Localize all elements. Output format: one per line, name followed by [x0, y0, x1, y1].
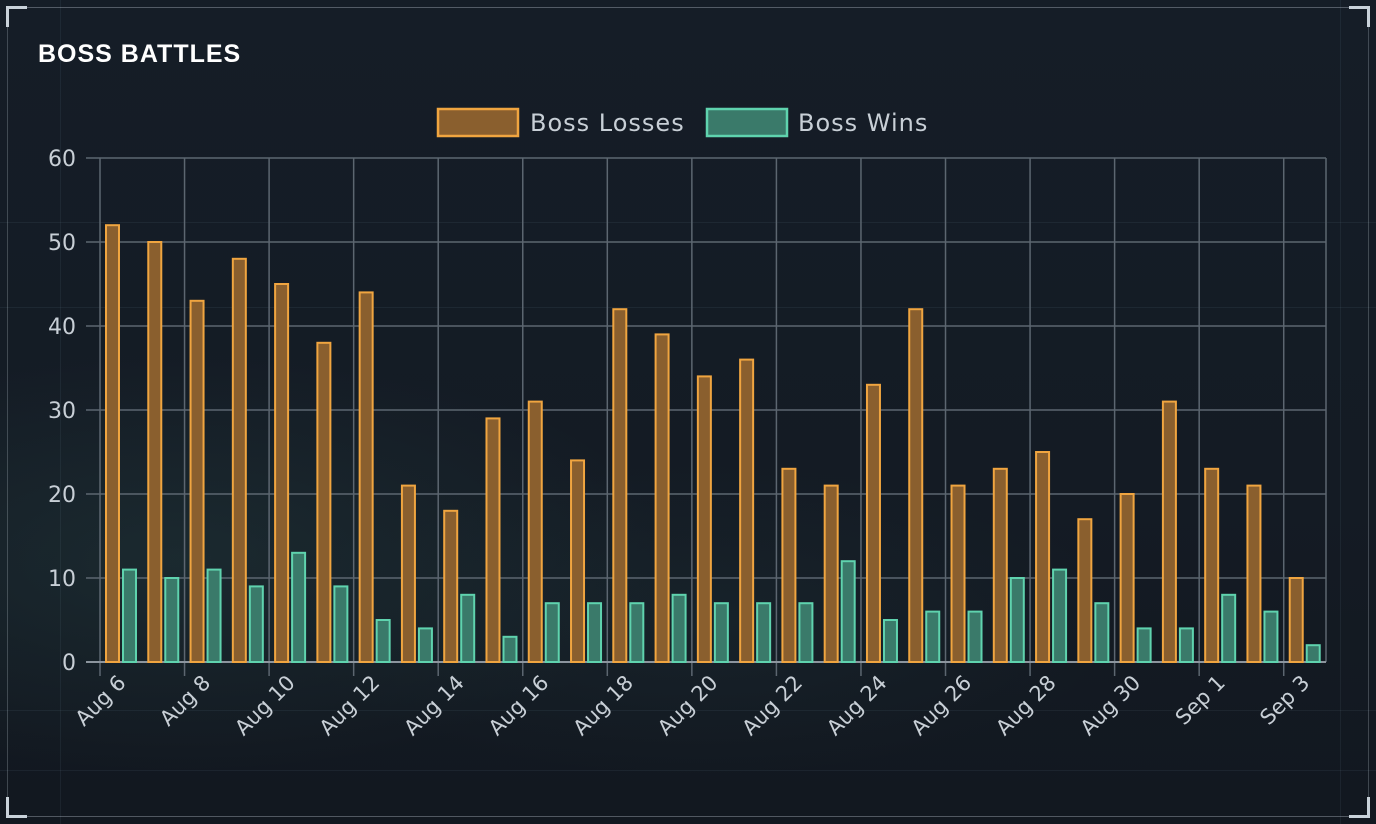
loss-bar [654, 333, 670, 663]
loss-bar [400, 484, 416, 663]
corner-bracket-bottom-right [1349, 797, 1370, 818]
loss-bar [485, 417, 501, 663]
win-bar [460, 593, 476, 663]
frame-left-edge [7, 26, 8, 798]
loss-bar [950, 484, 966, 663]
x-axis-ticks: Aug 6 Aug 8 Aug 10 Aug 12 Aug 14 Aug 16 Aug 18… [71, 671, 1315, 741]
win-bar [502, 635, 518, 663]
x-tick-label: Aug 20 [653, 671, 723, 741]
win-bar [1178, 627, 1194, 664]
x-tick-label: Aug 22 [738, 671, 808, 741]
legend: Boss Losses Boss Wins [436, 107, 928, 138]
legend-swatch [705, 107, 789, 138]
loss-bar [739, 358, 755, 663]
loss-bar [865, 383, 881, 663]
y-tick-label: 60 [48, 147, 76, 172]
loss-bar [443, 509, 459, 663]
y-axis-ticks: 0 10 20 30 40 50 60 [48, 147, 76, 676]
win-bar [164, 577, 180, 663]
x-tick-label: Aug 26 [907, 671, 977, 741]
loss-bar [189, 299, 205, 663]
win-bar [333, 585, 349, 664]
win-bar [629, 602, 645, 664]
win-bar [291, 551, 307, 663]
x-tick-label: Aug 14 [399, 671, 469, 741]
loss-bar [781, 467, 797, 663]
loss-bar [1119, 493, 1135, 663]
win-bar [756, 602, 772, 664]
win-bar [1305, 644, 1321, 664]
bars [105, 224, 1321, 664]
loss-bar [823, 484, 839, 663]
y-tick-label: 30 [48, 399, 76, 424]
x-tick-label: Aug 6 [71, 671, 131, 731]
x-tick-label: Sep 3 [1255, 671, 1314, 730]
y-tick-label: 0 [62, 651, 76, 676]
win-bar [1263, 610, 1279, 663]
y-tick-label: 10 [48, 567, 76, 592]
x-tick-label: Aug 10 [230, 671, 300, 741]
loss-bar [105, 224, 120, 663]
legend-label: Boss Wins [798, 109, 928, 137]
loss-bar [612, 308, 628, 663]
x-tick-label: Aug 24 [822, 671, 892, 741]
win-bar [967, 610, 983, 663]
x-tick-label: Aug 12 [315, 671, 385, 741]
win-bar [375, 619, 391, 663]
win-bar [1052, 568, 1068, 663]
x-tick-label: Aug 16 [484, 671, 554, 741]
loss-bar [1288, 577, 1304, 663]
win-bar [671, 593, 687, 663]
win-bar [1009, 577, 1025, 663]
win-bar [587, 602, 603, 664]
win-bar [798, 602, 814, 664]
win-bar [206, 568, 222, 663]
win-bar [248, 585, 264, 664]
win-bar [1094, 602, 1110, 664]
loss-bar [231, 257, 247, 663]
loss-bar [1035, 451, 1051, 663]
loss-bar [316, 341, 332, 663]
loss-bar [147, 241, 163, 663]
x-tick-label: Sep 1 [1171, 671, 1230, 730]
win-bar [417, 627, 433, 664]
legend-label: Boss Losses [530, 109, 685, 137]
x-tick-label: Aug 8 [155, 671, 215, 731]
loss-bar [1204, 467, 1220, 663]
loss-bar [527, 400, 543, 663]
legend-swatch [436, 107, 520, 138]
corner-bracket-top-right [1349, 6, 1370, 27]
win-bar [882, 619, 898, 663]
win-bar [122, 568, 137, 663]
corner-bracket-bottom-left [6, 797, 27, 818]
loss-bar [358, 291, 374, 663]
y-tick-label: 40 [48, 315, 76, 340]
x-tick-label: Aug 28 [991, 671, 1061, 741]
loss-bar [1077, 518, 1093, 664]
loss-bar [1246, 484, 1262, 663]
x-tick-label: Aug 18 [568, 671, 638, 741]
corner-bracket-top-left [6, 6, 27, 27]
x-tick-label: Aug 30 [1076, 671, 1146, 741]
frame-bottom-edge [26, 816, 1350, 817]
y-tick-label: 50 [48, 231, 76, 256]
win-bar [925, 610, 941, 663]
y-tick-label: 20 [48, 483, 76, 508]
panel-title: BOSS BATTLES [38, 40, 242, 68]
win-bar [1221, 593, 1237, 663]
frame-top-edge [26, 7, 1350, 8]
loss-bar [908, 308, 924, 663]
win-bar [1136, 627, 1152, 664]
loss-bar [1161, 400, 1177, 663]
win-bar [840, 560, 856, 664]
loss-bar [274, 283, 290, 663]
win-bar [544, 602, 560, 664]
loss-bar [570, 459, 586, 663]
loss-bar [992, 467, 1008, 663]
loss-bar [696, 375, 712, 663]
win-bar [713, 602, 729, 664]
frame-right-edge [1368, 26, 1369, 798]
